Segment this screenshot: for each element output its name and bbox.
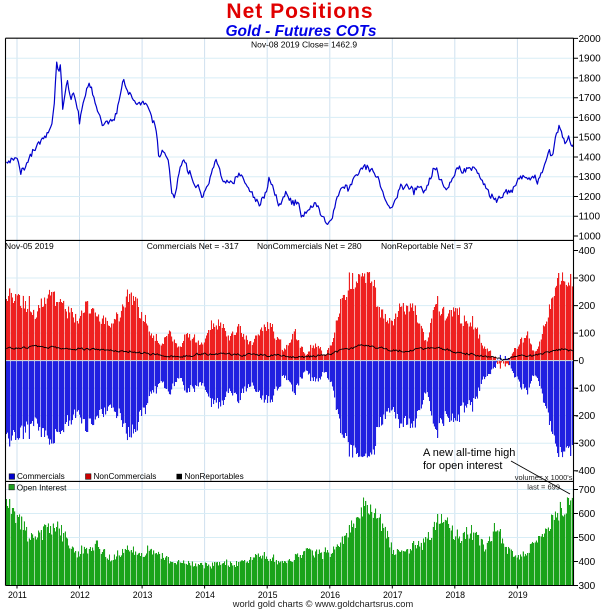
svg-text:NonReportable Net = 37: NonReportable Net = 37 (381, 241, 473, 251)
svg-text:300: 300 (579, 581, 596, 592)
svg-text:300: 300 (579, 273, 596, 284)
svg-text:NonCommercials Net = 280: NonCommercials Net = 280 (257, 241, 362, 251)
svg-text:Net Positions: Net Positions (226, 0, 373, 23)
svg-text:400: 400 (579, 557, 596, 568)
svg-text:1700: 1700 (579, 93, 602, 104)
svg-text:Open Interest: Open Interest (17, 484, 67, 493)
svg-text:for open interest: for open interest (423, 460, 503, 472)
svg-text:-300: -300 (575, 439, 595, 450)
svg-text:-400: -400 (575, 466, 595, 477)
svg-text:1600: 1600 (579, 113, 602, 124)
svg-text:1200: 1200 (579, 192, 602, 203)
svg-text:volumes x 1000's: volumes x 1000's (515, 473, 573, 482)
svg-text:world gold charts © www.goldch: world gold charts © www.goldchartsrus.co… (232, 599, 414, 609)
svg-text:1000: 1000 (579, 231, 602, 242)
svg-text:Commercials: Commercials (17, 472, 65, 481)
svg-text:1100: 1100 (579, 212, 601, 223)
svg-text:100: 100 (579, 329, 596, 340)
svg-text:0: 0 (579, 356, 585, 367)
svg-text:Nov-05 2019: Nov-05 2019 (5, 241, 54, 251)
svg-text:2000: 2000 (579, 34, 602, 45)
svg-text:1800: 1800 (579, 73, 602, 84)
svg-text:2018: 2018 (446, 590, 466, 600)
svg-text:Commercials Net = -317: Commercials Net = -317 (147, 241, 239, 251)
svg-text:500: 500 (579, 533, 596, 544)
svg-text:200: 200 (579, 301, 596, 312)
svg-text:Nov-08 2019 Close= 1462.9: Nov-08 2019 Close= 1462.9 (251, 40, 357, 50)
svg-text:1900: 1900 (579, 54, 602, 65)
svg-text:NonReportables: NonReportables (185, 472, 244, 481)
svg-text:NonCommercials: NonCommercials (94, 472, 157, 481)
svg-text:1500: 1500 (579, 133, 602, 144)
svg-text:600: 600 (579, 509, 596, 520)
svg-text:A new all-time high: A new all-time high (423, 447, 515, 459)
svg-text:2016: 2016 (320, 590, 340, 600)
svg-text:400: 400 (579, 246, 596, 257)
svg-text:2012: 2012 (70, 590, 90, 600)
svg-text:700: 700 (579, 485, 596, 496)
svg-text:2019: 2019 (508, 590, 528, 600)
svg-text:2014: 2014 (195, 590, 215, 600)
svg-text:2013: 2013 (133, 590, 153, 600)
svg-text:1400: 1400 (579, 152, 602, 163)
svg-text:2017: 2017 (383, 590, 403, 600)
svg-text:-200: -200 (575, 411, 595, 422)
svg-text:2015: 2015 (258, 590, 278, 600)
svg-text:2011: 2011 (8, 590, 27, 600)
svg-text:last = 699: last = 699 (527, 483, 560, 492)
svg-text:-100: -100 (575, 384, 595, 395)
svg-text:1300: 1300 (579, 172, 602, 183)
svg-text:Gold - Futures COTs: Gold - Futures COTs (226, 23, 377, 40)
